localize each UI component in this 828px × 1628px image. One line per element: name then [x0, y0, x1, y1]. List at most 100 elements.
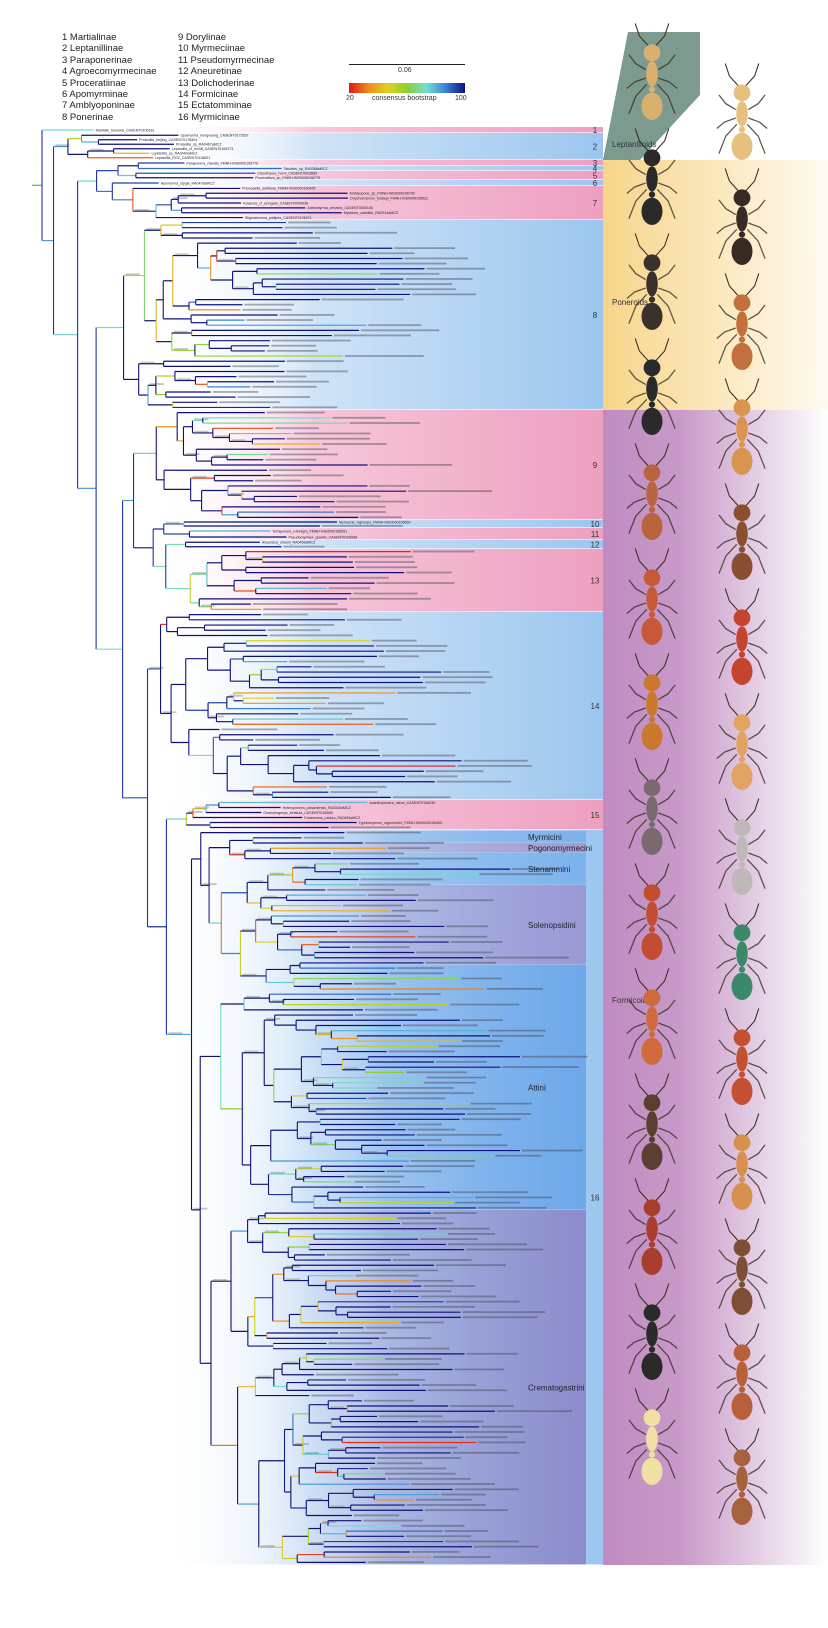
- ant-leg: [748, 1377, 768, 1389]
- ant-photo: [626, 233, 678, 330]
- ant-leg: [626, 812, 646, 824]
- ant-leg: [657, 789, 676, 806]
- tribe-label-stenammini: Stenammini: [528, 865, 570, 874]
- tip-label-placeholder: [313, 665, 385, 668]
- tip-label-placeholder: [363, 1399, 414, 1402]
- tip-label-placeholder: [327, 702, 385, 705]
- tip-label-placeholder: [283, 545, 325, 548]
- tip-label-placeholder: [420, 1420, 484, 1423]
- legend-item: 16 Myrmicinae: [178, 111, 240, 123]
- ant-leg: [748, 852, 768, 864]
- tip-label-placeholder: [427, 1389, 508, 1392]
- ant-photo: [626, 548, 678, 645]
- ant-photo: [716, 1323, 768, 1420]
- ant-leg: [747, 619, 766, 636]
- ant-antenna: [634, 128, 670, 152]
- tip-label-placeholder: [365, 1326, 416, 1329]
- ant-photo: [716, 1008, 768, 1105]
- ant-gaster: [641, 722, 663, 750]
- scale-bar: [349, 64, 465, 65]
- ant-head: [643, 989, 661, 1007]
- tip-label: Leptanilla_RG2_CASENT0118601: [155, 156, 210, 160]
- tip-label: Heteroponera_panamensis_RA0340aMCZ: [283, 806, 352, 810]
- tip-label: Tatuidris_sp_RA0368aMCZ: [284, 167, 329, 171]
- tip-label-placeholder: [432, 1556, 491, 1558]
- tip-label-placeholder: [325, 749, 379, 752]
- ant-leg: [716, 432, 736, 444]
- tip-label-placeholder: [263, 608, 348, 611]
- ant-leg: [747, 409, 766, 426]
- tip-label: Typhlomyrmex_rogenhoferi_FMNH-INS0000106…: [359, 821, 442, 825]
- tip-label-placeholder: [488, 1029, 546, 1032]
- ant-leg: [628, 503, 648, 534]
- tip-label-placeholder: [485, 956, 569, 959]
- tip-label-placeholder: [455, 1201, 520, 1204]
- node-support-label: [210, 715, 225, 718]
- ant-photo: [626, 968, 678, 1065]
- tip-label-placeholder: [408, 490, 492, 492]
- tip-label-placeholder: [312, 707, 365, 710]
- ant-petiole: [738, 966, 746, 973]
- tip-label-placeholder: [376, 1462, 423, 1465]
- clade-number-15: 15: [591, 811, 600, 820]
- tip-label-placeholder: [363, 1519, 423, 1522]
- node-support-label: [228, 694, 243, 697]
- ant-leg: [716, 957, 736, 969]
- ant-gaster: [731, 657, 753, 685]
- tip-label-placeholder: [424, 1509, 508, 1512]
- ant-leg: [658, 497, 678, 509]
- tip-label-placeholder: [465, 1436, 508, 1439]
- ant-head: [733, 1449, 751, 1467]
- tip-label-placeholder: [382, 1446, 458, 1449]
- clade-band-2: [160, 133, 603, 160]
- ant-head: [733, 189, 751, 207]
- clade-band-10: [160, 520, 603, 528]
- ant-leg: [628, 1314, 647, 1331]
- ant-leg: [746, 1383, 766, 1414]
- ant-leg: [656, 1448, 676, 1479]
- tip-label-placeholder: [364, 1008, 438, 1011]
- tip-label-placeholder: [369, 464, 453, 466]
- tip-label-placeholder: [348, 1378, 426, 1381]
- ant-leg: [626, 1127, 646, 1139]
- tip-label: Pseudomyrmex_gracilis_CASENT0106068: [288, 535, 357, 539]
- node-support-label: [312, 1142, 327, 1145]
- ant-photo: [716, 378, 768, 475]
- node-support-label: [194, 418, 209, 421]
- ant-leg: [747, 94, 766, 111]
- tip-label-placeholder: [417, 935, 488, 938]
- ant-head: [733, 714, 751, 732]
- ant-leg: [658, 1127, 678, 1139]
- node-support-label: [249, 1217, 264, 1220]
- tribe-band-pogonomyrmecini: [250, 843, 586, 853]
- node-support-label: [310, 1541, 325, 1544]
- node-support-label: [246, 995, 261, 998]
- tip-label-placeholder: [377, 1087, 454, 1089]
- ant-leg: [628, 999, 647, 1016]
- tip-label-placeholder: [470, 1102, 532, 1105]
- node-support-label: [173, 197, 188, 200]
- tip-label-placeholder: [463, 759, 528, 762]
- node-support-label: [279, 932, 294, 935]
- tip-label-placeholder: [336, 511, 386, 513]
- node-support-label: [214, 435, 229, 438]
- ant-mesosoma: [736, 101, 748, 127]
- ant-leg: [747, 829, 766, 846]
- tip-label-placeholder: [284, 226, 337, 229]
- tip-label-placeholder: [424, 681, 486, 684]
- ant-head: [733, 924, 751, 942]
- node-support-label: [257, 1375, 272, 1378]
- node-support-label: [180, 193, 195, 196]
- node-support-label: [168, 1032, 183, 1035]
- tip-label-placeholder: [438, 1227, 490, 1230]
- legend-item: 12 Aneuretinae: [178, 66, 242, 78]
- legend-item: 11 Pseudomyrmecinae: [178, 54, 275, 66]
- tip-label-placeholder: [401, 1321, 444, 1324]
- ant-leg: [718, 1039, 737, 1056]
- node-support-label: [231, 852, 246, 855]
- tip-label-placeholder: [321, 525, 403, 527]
- ant-leg: [718, 829, 737, 846]
- tip-label-placeholder: [389, 972, 444, 975]
- ant-antenna: [724, 483, 760, 507]
- tip-label-placeholder: [242, 308, 292, 311]
